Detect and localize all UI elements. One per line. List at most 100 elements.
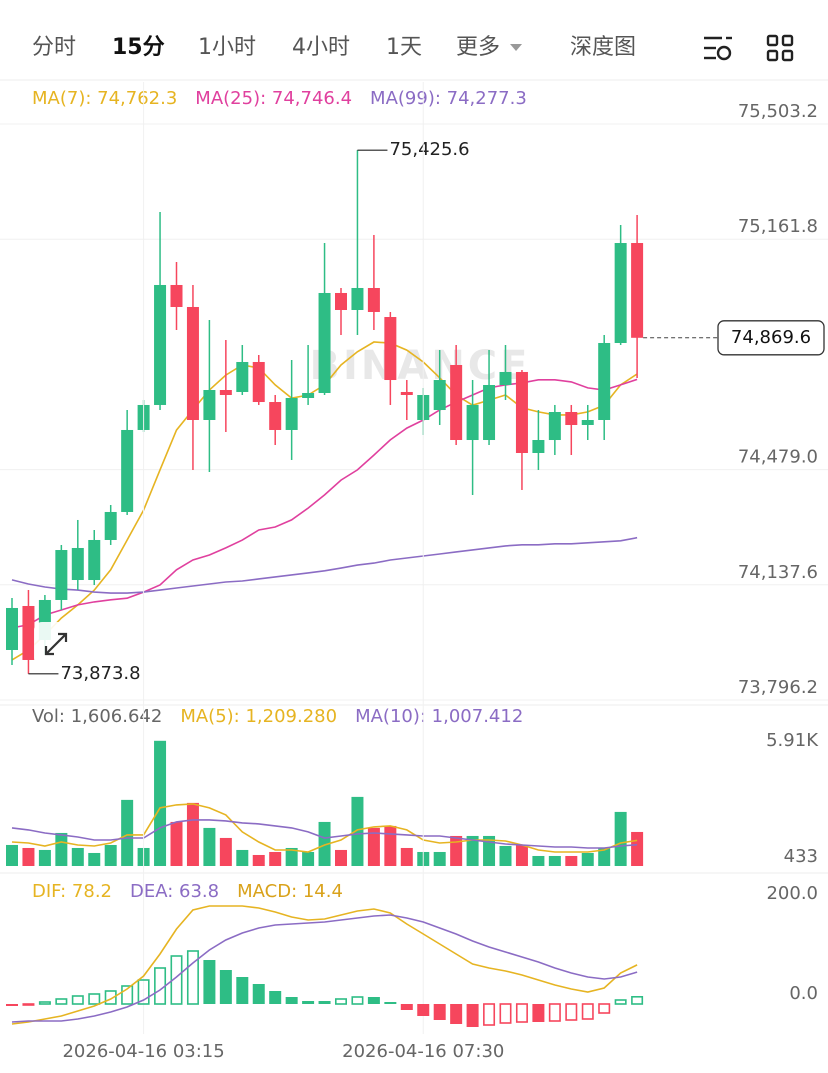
tab[interactable]: 深度图 — [570, 35, 636, 60]
volume-bar — [565, 855, 578, 866]
candle-body — [367, 287, 380, 312]
macd-bar — [88, 993, 101, 1005]
macd-bar — [252, 984, 265, 1004]
legend-entry: MA(7): 74,762.3 — [32, 88, 177, 109]
macd-bar — [334, 998, 347, 1005]
macd-bar — [285, 997, 298, 1004]
ma-line — [11, 914, 638, 1023]
macd-bar — [483, 1003, 496, 1026]
macd-bar — [417, 1004, 430, 1016]
macd-bar — [400, 1004, 413, 1010]
ma-line — [11, 905, 638, 1025]
candle-body — [515, 371, 528, 453]
macd-bar — [450, 1004, 463, 1024]
candle-body — [466, 404, 479, 441]
candle-body — [236, 361, 249, 392]
candle-body — [71, 547, 84, 581]
annotation-label: 73,873.8 — [60, 663, 140, 684]
candle-body — [433, 380, 446, 411]
candle-body — [565, 412, 578, 425]
volume-bar — [285, 847, 298, 866]
candle-body — [219, 389, 232, 395]
volume-bar — [154, 740, 167, 866]
list-icon[interactable] — [704, 36, 732, 61]
x-tick-label: 2026-04-16 03:15 — [62, 1041, 224, 1062]
ma-line — [11, 378, 638, 629]
macd-bar — [515, 1003, 528, 1023]
candle-body — [483, 385, 496, 441]
macd-bar — [565, 1003, 578, 1021]
macd-bar — [203, 960, 216, 1004]
tab[interactable]: 1天 — [386, 35, 422, 60]
volume-bar — [367, 827, 380, 866]
volume-bar — [515, 844, 528, 866]
tab[interactable]: 更多 — [456, 35, 500, 60]
legend-entry: Vol: 1,606.642 — [32, 706, 162, 727]
candle-body — [598, 342, 611, 420]
candle-body — [22, 605, 35, 660]
y-tick-label: 75,161.8 — [738, 216, 818, 237]
macd-bar — [499, 1003, 512, 1024]
volume-bar — [302, 851, 315, 866]
volume-bar — [598, 847, 611, 866]
macd-bar — [38, 1001, 51, 1005]
macd-bar — [548, 1003, 561, 1022]
tab[interactable]: 1小时 — [198, 35, 256, 60]
candle-body — [351, 287, 364, 310]
expand-button[interactable] — [34, 622, 78, 666]
volume-bar — [6, 844, 18, 866]
ma-line — [11, 803, 638, 853]
legend-entry: MA(99): 74,277.3 — [370, 88, 527, 109]
volume-bar — [351, 796, 364, 866]
candle-body — [170, 284, 183, 307]
y-tick-label: 200.0 — [766, 883, 818, 904]
annotation-label: 75,425.6 — [389, 139, 469, 160]
macd-bar — [367, 997, 380, 1004]
volume-bar — [219, 837, 232, 866]
volume-bar — [55, 832, 68, 866]
macd-bar — [532, 1004, 545, 1022]
volume-bar — [104, 844, 117, 866]
macd-bar — [614, 999, 627, 1005]
macd-bar — [351, 996, 364, 1005]
macd-bar — [104, 990, 117, 1005]
volume-bar — [236, 849, 249, 866]
candle-body — [581, 419, 594, 425]
volume-bar — [71, 847, 84, 866]
y-tick-label: 0.0 — [789, 983, 818, 1004]
candle-body — [285, 397, 298, 430]
y-tick-label: 433 — [784, 846, 818, 867]
candle-body — [269, 402, 282, 430]
macd-bar — [269, 991, 282, 1004]
ma-line — [11, 536, 638, 594]
y-tick-label: 73,796.2 — [738, 677, 818, 698]
tab[interactable]: 分时 — [32, 35, 76, 60]
candle-body — [532, 440, 545, 453]
volume-bar — [269, 851, 282, 866]
volume-bar — [384, 825, 397, 866]
volume-bar — [318, 821, 331, 866]
macd-bar — [318, 1001, 331, 1004]
candle-body — [548, 412, 561, 441]
volume-bar — [252, 854, 265, 866]
macd-bar — [121, 985, 134, 1005]
volume-bar — [483, 835, 496, 866]
grid-icon[interactable] — [766, 34, 794, 62]
candle-body — [104, 511, 117, 540]
y-tick-label: 74,479.0 — [738, 447, 818, 468]
volume-bar — [450, 835, 463, 866]
macd-bar — [302, 1001, 315, 1004]
macd-bar — [186, 950, 199, 1005]
macd-bar — [598, 1003, 611, 1014]
tab[interactable]: 15分 — [112, 35, 165, 60]
candle-body — [384, 317, 397, 381]
volume-bar — [466, 835, 479, 866]
candle-body — [88, 539, 101, 581]
tab[interactable]: 4小时 — [292, 35, 350, 60]
candle-body — [499, 371, 512, 386]
candle-body — [6, 607, 18, 650]
macd-bar — [6, 1004, 18, 1006]
volume-bar — [614, 811, 627, 866]
volume-bar — [335, 849, 347, 866]
volume-bar — [499, 845, 512, 866]
